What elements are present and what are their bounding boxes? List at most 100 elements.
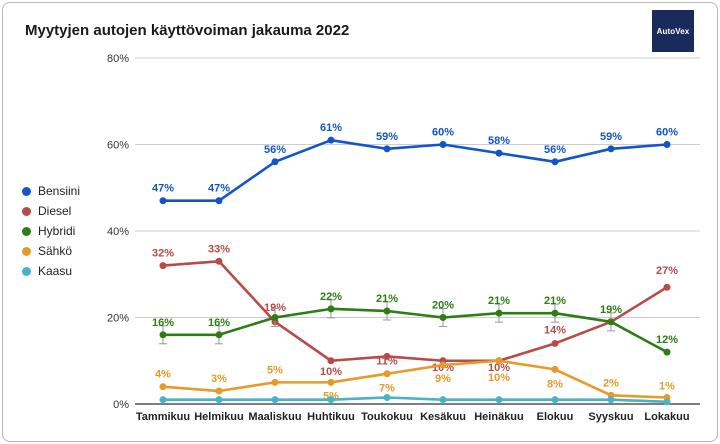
data-label: 1% [659,381,675,393]
data-point [215,387,223,395]
data-point [327,136,335,144]
legend-item-diesel: Diesel [22,201,80,221]
data-label: 47% [152,183,174,195]
data-point [439,396,447,404]
legend-label: Hybridi [38,224,76,238]
legend-item-bensiini: Bensiini [22,181,80,201]
legend-swatch [22,186,31,196]
data-point [551,309,559,317]
data-label: 61% [320,122,342,134]
data-point [271,158,279,166]
x-tick-label: Heinäkuu [474,411,524,423]
data-point [159,197,167,205]
data-label: 10% [320,366,342,378]
data-point [327,357,335,365]
y-tick-label: 60% [107,140,129,152]
data-point [607,318,615,326]
y-tick-label: 80% [107,53,129,65]
data-label: 4% [155,369,171,381]
data-point [271,314,279,321]
data-label: 16% [152,317,174,329]
chart-title: Myytyjen autojen käyttövoiman jakauma 20… [25,22,350,39]
data-point [383,352,391,360]
data-point [607,145,615,153]
data-label: 21% [376,293,398,305]
data-label: 33% [208,243,230,255]
data-point [551,339,559,347]
series-line-kaasu [163,396,668,404]
series-line-sähkö [162,359,668,399]
data-label: 8% [547,378,563,390]
data-point [439,361,447,369]
legend-label: Kaasu [38,264,73,278]
data-label: 10% [488,362,510,374]
data-point [495,149,503,157]
data-point [159,396,167,404]
data-point [215,257,223,265]
x-tick-label: Kesäkuu [420,411,466,423]
brand-logo: AutoVex [652,10,694,52]
data-label: 56% [264,144,286,156]
data-label: 59% [600,131,622,143]
data-point [495,309,503,317]
data-label: 9% [435,373,451,385]
data-point [383,307,391,315]
data-label: 19% [264,302,286,314]
x-tick-label: Toukokuu [361,411,413,423]
x-tick-label: Tammikuu [136,411,190,423]
data-label: 22% [320,291,342,303]
legend-item-sähkö: Sähkö [22,241,80,261]
data-label: 2% [603,377,619,389]
legend: Bensiini Diesel Hybridi Sähkö Kaasu [22,181,80,281]
data-label: 59% [376,131,398,143]
data-point [215,331,223,339]
data-point [663,283,671,291]
x-tick-label: Syyskuu [588,411,633,423]
data-point [271,378,279,386]
series-line-bensiini [163,138,668,203]
data-label: 60% [656,127,678,139]
x-tick-label: Huhtikuu [307,411,355,423]
series-line-diesel [162,259,668,363]
data-point [495,357,503,365]
y-tick-label: 20% [107,313,129,325]
data-point [551,365,559,373]
legend-swatch [22,226,31,236]
data-label: 21% [488,295,510,307]
x-tick-label: Elokuu [537,411,574,423]
data-point [159,383,167,391]
data-point [551,158,559,166]
data-point [607,396,615,404]
data-label: 10% [488,372,510,384]
x-tick-label: Lokakuu [644,411,689,423]
y-tick-label: 40% [107,226,129,238]
x-tick-label: Maaliskuu [248,411,301,423]
data-point [663,398,671,406]
legend-swatch [22,246,31,256]
series-line-hybridi [163,307,668,354]
data-label: 20% [432,300,454,312]
data-label: 32% [152,248,174,260]
data-point [159,331,167,339]
data-point [159,262,167,270]
data-label: 3% [211,373,227,385]
y-tick-label: 0% [113,399,129,411]
data-point [551,396,559,404]
legend-swatch [22,206,31,216]
data-point [327,378,335,386]
data-point [439,141,447,148]
x-tick-label: Helmikuu [194,411,244,423]
data-point [215,396,223,404]
data-label: 19% [600,304,622,316]
data-label: 14% [544,324,566,336]
data-label: 12% [656,334,678,346]
legend-label: Sähkö [38,244,73,258]
data-point [327,305,335,313]
data-label: 21% [544,295,566,307]
data-point [663,141,671,148]
data-point [439,314,447,321]
data-label: 60% [432,127,454,139]
data-label: 16% [208,317,230,329]
data-point [383,145,391,153]
